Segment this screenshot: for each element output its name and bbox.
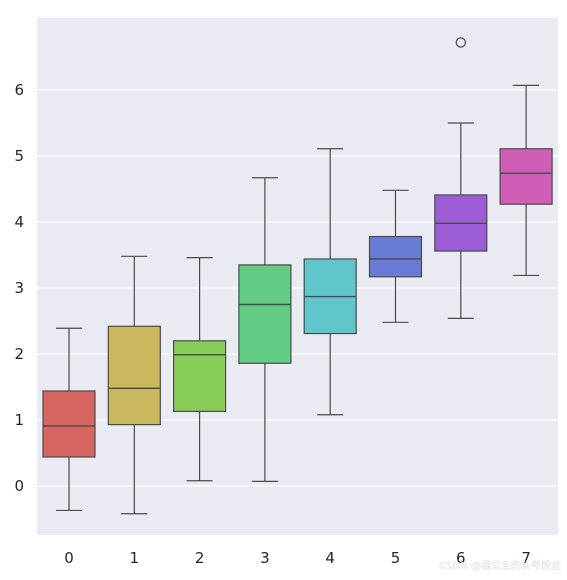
x-tick-label: 2 bbox=[195, 549, 205, 567]
outlier-point bbox=[455, 37, 466, 48]
plot-background bbox=[37, 18, 558, 535]
x-tick-label: 0 bbox=[64, 549, 74, 567]
y-tick-label: 1 bbox=[14, 411, 24, 429]
box-rect bbox=[173, 340, 227, 413]
box-rect bbox=[42, 390, 96, 458]
box-7 bbox=[499, 84, 553, 277]
x-tick-label: 4 bbox=[325, 549, 335, 567]
y-tick-label: 5 bbox=[14, 147, 24, 165]
box-5 bbox=[368, 189, 423, 323]
x-tick-label: 3 bbox=[260, 549, 270, 567]
x-tick-label: 1 bbox=[130, 549, 140, 567]
box-rect bbox=[107, 325, 161, 426]
x-tick-label: 7 bbox=[521, 549, 531, 567]
y-tick-label: 0 bbox=[14, 477, 24, 495]
box-rect bbox=[238, 264, 292, 364]
box-4 bbox=[303, 148, 357, 416]
box-rect bbox=[368, 235, 423, 278]
box-rect bbox=[499, 148, 553, 205]
y-tick-label: 4 bbox=[14, 213, 24, 231]
y-axis-ticks: 0 1 2 3 4 5 6 bbox=[14, 81, 24, 495]
x-tick-label: 5 bbox=[391, 549, 401, 567]
box-2 bbox=[173, 257, 227, 482]
box-0 bbox=[42, 327, 96, 512]
box-1 bbox=[107, 255, 161, 515]
boxes bbox=[42, 37, 553, 515]
y-tick-label: 2 bbox=[14, 345, 24, 363]
watermark: CSDN @福公主的头号粉丝 bbox=[439, 561, 561, 572]
y-tick-label: 3 bbox=[14, 279, 24, 297]
box-6 bbox=[434, 37, 488, 319]
y-tick-label: 6 bbox=[14, 81, 24, 99]
x-tick-label: 6 bbox=[456, 549, 466, 567]
box-3 bbox=[238, 177, 292, 482]
x-axis-ticks: 0 1 2 3 4 5 6 7 bbox=[64, 549, 531, 567]
